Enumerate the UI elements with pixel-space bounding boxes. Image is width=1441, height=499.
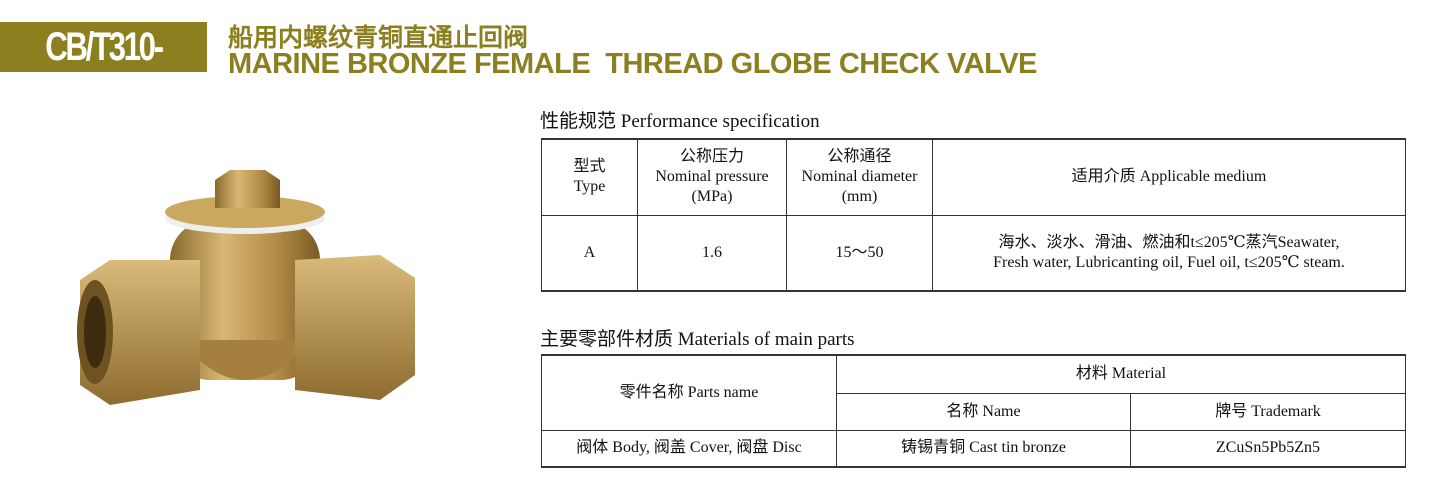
- standard-code: CB/T310-1999: [45, 25, 164, 119]
- header-type: 型式 Type: [541, 138, 638, 216]
- header-parts: 零件名称 Parts name: [541, 354, 837, 431]
- table-subheader-row: 名称 Name 牌号 Trademark: [542, 392, 1406, 431]
- performance-table: 型式 Type 公称压力 Nominal pressure (MPa) 公称通径 No…: [541, 138, 1406, 292]
- header-material: 材料 Material: [836, 354, 1406, 394]
- header-pressure: 公称压力 Nominal pressure (MPa): [637, 138, 787, 216]
- header-medium: 适用介质 Applicable medium: [932, 138, 1406, 216]
- cell-trademark: ZCuSn5Pb5Zn5: [1130, 429, 1406, 468]
- title-english: MARINE BRONZE FEMALE THREAD GLOBE CHECK …: [228, 48, 1037, 80]
- header-name: 名称 Name: [836, 392, 1131, 431]
- performance-section-title: 性能规范 Performance specification: [540, 111, 820, 132]
- table-row: 阀体 Body, 阀盖 Cover, 阀盘 Disc 铸锡青铜 Cast tin…: [541, 429, 1406, 468]
- cell-pressure: 1.6: [637, 214, 787, 292]
- header-diameter: 公称通径 Nominal diameter (mm): [786, 138, 933, 216]
- materials-section-title: 主要零部件材质 Materials of main parts: [540, 329, 855, 350]
- standard-code-badge: CB/T310-1999: [0, 22, 207, 119]
- cell-medium: 海水、淡水、滑油、燃油和t≤205℃蒸汽Seawater, Fresh water…: [932, 214, 1406, 292]
- bronze-check-valve-photo: [77, 170, 415, 405]
- cell-diameter: 15～50: [786, 214, 933, 292]
- table-row: A 1.6 15～50 海水、淡水、滑油、燃油和t≤205℃蒸汽Seawater…: [541, 214, 1406, 292]
- header-trademark: 牌号 Trademark: [1130, 392, 1406, 431]
- cell-type: A: [541, 214, 638, 292]
- title-chinese: 船用内螺纹青铜直通止回阀: [228, 23, 529, 52]
- table-header-row: 零件名称 Parts name 材料 Material: [541, 354, 1406, 431]
- materials-table: 零件名称 Parts name 材料 Material 名称 Name 牌号 T…: [541, 354, 1406, 468]
- cell-name: 铸锡青铜 Cast tin bronze: [836, 429, 1131, 468]
- cell-parts: 阀体 Body, 阀盖 Cover, 阀盘 Disc: [541, 429, 837, 468]
- table-header-row: 型式 Type 公称压力 Nominal pressure (MPa) 公称通径 No…: [541, 138, 1406, 216]
